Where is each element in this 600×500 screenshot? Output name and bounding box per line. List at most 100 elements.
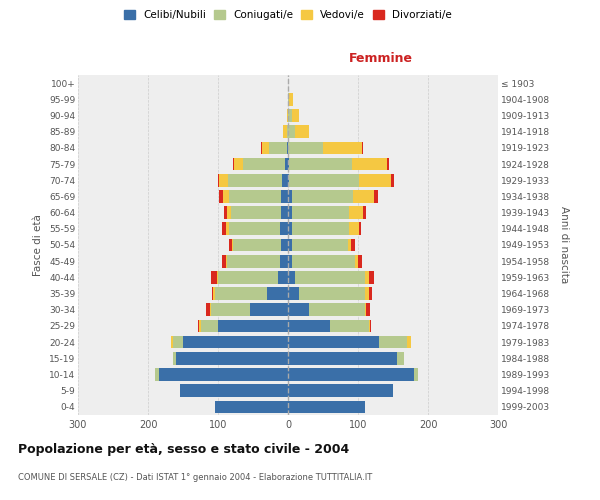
Bar (288, 400, 365, 413)
Bar (295, 271, 365, 283)
Bar (233, 238, 281, 252)
Bar (176, 352, 288, 364)
Bar (292, 109, 299, 122)
Bar (287, 109, 288, 122)
Bar (242, 158, 284, 170)
Bar (212, 288, 213, 300)
Bar (379, 336, 407, 348)
Legend: Celibi/Nubili, Coniugati/e, Vedovi/e, Divorziati/e: Celibi/Nubili, Coniugati/e, Vedovi/e, Di… (122, 8, 454, 22)
Bar (288, 320, 330, 332)
Bar (288, 142, 323, 154)
Bar (365, 271, 368, 283)
Bar (359, 174, 391, 186)
Bar (228, 174, 283, 186)
Bar (370, 320, 371, 332)
Bar (289, 93, 293, 106)
Bar (281, 238, 288, 252)
Bar (309, 304, 365, 316)
Bar (226, 222, 229, 235)
Bar (330, 320, 368, 332)
Bar (358, 255, 361, 268)
Bar (197, 320, 199, 332)
Bar (206, 304, 209, 316)
Bar (288, 238, 292, 252)
Bar (213, 288, 215, 300)
Y-axis label: Fasce di età: Fasce di età (34, 214, 43, 276)
Bar (288, 368, 414, 381)
Text: Popolazione per età, sesso e stato civile - 2004: Popolazione per età, sesso e stato civil… (18, 442, 349, 456)
Bar (292, 238, 347, 252)
Bar (227, 206, 230, 219)
Bar (288, 174, 289, 186)
Bar (365, 304, 367, 316)
Bar (288, 93, 289, 106)
Bar (288, 336, 379, 348)
Bar (234, 158, 242, 170)
Bar (288, 126, 295, 138)
Bar (288, 304, 309, 316)
Bar (173, 336, 183, 348)
Bar (347, 238, 351, 252)
Bar (262, 142, 269, 154)
Bar (233, 158, 234, 170)
Bar (283, 174, 288, 186)
Bar (283, 126, 287, 138)
Bar (407, 336, 410, 348)
Bar (292, 222, 349, 235)
Bar (232, 238, 233, 252)
Bar (365, 288, 368, 300)
Bar (367, 304, 370, 316)
Bar (368, 320, 370, 332)
Bar (211, 304, 250, 316)
Bar (397, 352, 404, 364)
Bar (349, 206, 363, 219)
Bar (368, 271, 374, 283)
Bar (218, 271, 277, 283)
Bar (280, 255, 288, 268)
Bar (359, 222, 361, 235)
Bar (218, 174, 220, 186)
Bar (222, 222, 226, 235)
Bar (353, 190, 374, 202)
Bar (374, 190, 377, 202)
Bar (220, 174, 228, 186)
Bar (173, 352, 176, 364)
Bar (211, 271, 217, 283)
Bar (288, 190, 292, 202)
Bar (295, 126, 309, 138)
Y-axis label: Anni di nascita: Anni di nascita (559, 206, 569, 284)
Bar (209, 304, 211, 316)
Bar (267, 288, 288, 300)
Bar (171, 336, 173, 348)
Bar (292, 206, 349, 219)
Bar (352, 158, 388, 170)
Bar (287, 142, 288, 154)
Bar (323, 142, 361, 154)
Bar (361, 142, 363, 154)
Bar (349, 222, 359, 235)
Bar (277, 271, 288, 283)
Bar (226, 255, 227, 268)
Bar (391, 174, 394, 186)
Text: Femmine: Femmine (349, 52, 412, 65)
Bar (355, 255, 358, 268)
Bar (155, 368, 158, 381)
Bar (281, 190, 288, 202)
Bar (229, 222, 280, 235)
Bar (284, 158, 288, 170)
Bar (280, 222, 288, 235)
Bar (230, 206, 281, 219)
Bar (281, 206, 288, 219)
Bar (199, 320, 200, 332)
Bar (220, 190, 223, 202)
Bar (183, 336, 288, 348)
Bar (292, 190, 353, 202)
Bar (288, 352, 397, 364)
Bar (229, 238, 232, 252)
Bar (224, 206, 227, 219)
Bar (288, 206, 292, 219)
Bar (388, 158, 389, 170)
Bar (215, 400, 288, 413)
Bar (363, 206, 367, 219)
Bar (292, 255, 355, 268)
